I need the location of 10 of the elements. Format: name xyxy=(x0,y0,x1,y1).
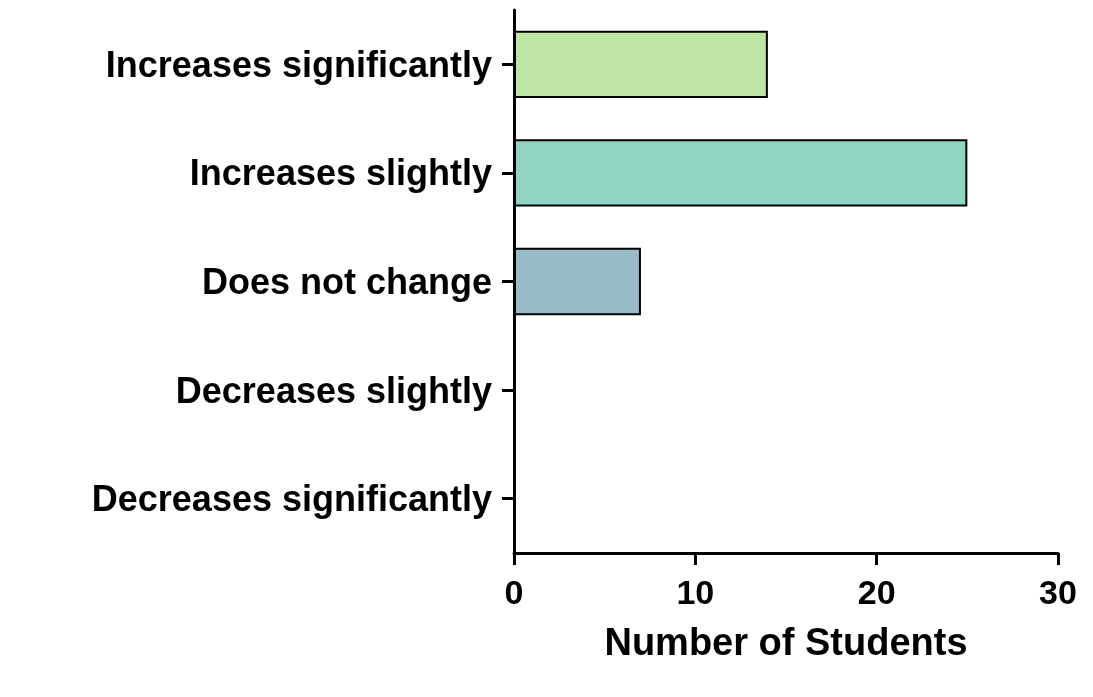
x-tick-label: 20 xyxy=(857,573,896,611)
x-tick-label: 0 xyxy=(504,573,524,611)
y-tick-label: Does not change xyxy=(201,261,492,302)
x-tick-label: 30 xyxy=(1039,573,1077,611)
x-tick-label: 10 xyxy=(676,573,715,611)
x-axis-title: Number of Students xyxy=(604,621,968,663)
y-tick-label: Increases slightly xyxy=(189,152,492,194)
y-tick-label: Decreases significantly xyxy=(91,478,492,520)
y-tick-label: Increases significantly xyxy=(105,43,492,85)
y-tick-label: Decreases slightly xyxy=(175,369,492,411)
